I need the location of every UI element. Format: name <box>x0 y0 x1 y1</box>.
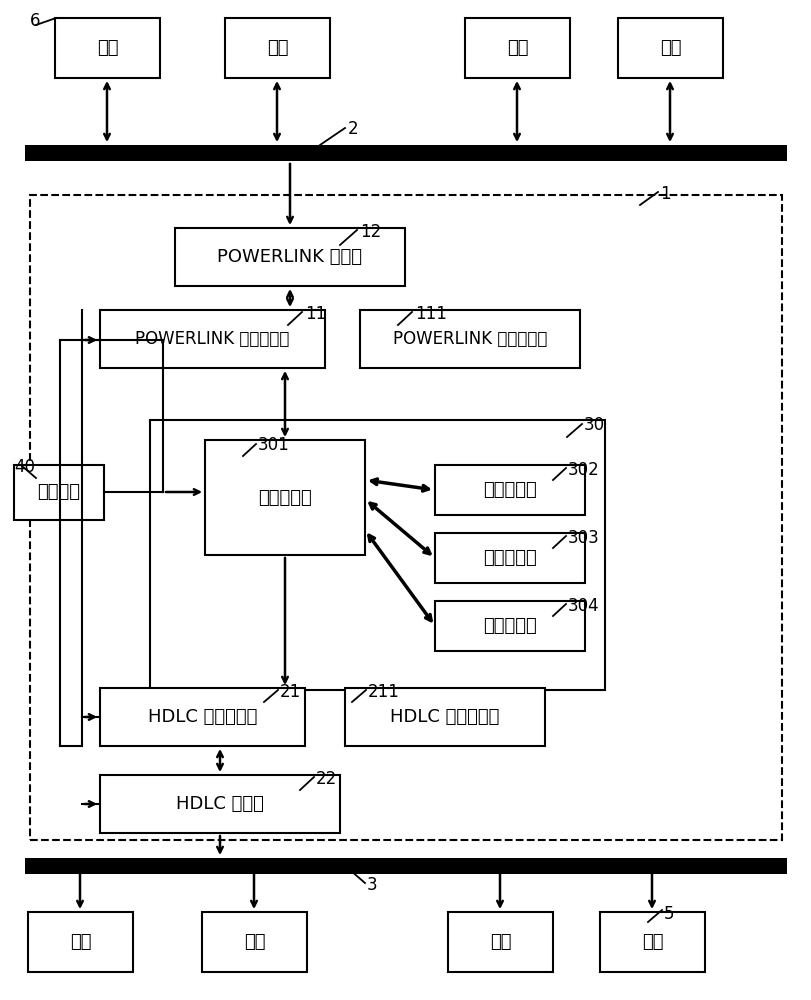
Bar <box>359 310 579 368</box>
Text: 5: 5 <box>663 905 674 923</box>
Text: 设备: 设备 <box>641 933 663 951</box>
Text: HDLC 收发器: HDLC 收发器 <box>176 795 264 813</box>
Bar <box>100 775 340 833</box>
Bar <box>599 912 704 972</box>
Text: 40: 40 <box>14 458 35 476</box>
Bar <box>202 912 307 972</box>
Text: 程序存储器: 程序存储器 <box>483 481 536 499</box>
Text: 数据存储器: 数据存储器 <box>483 617 536 635</box>
Bar <box>25 858 786 874</box>
Bar <box>28 912 133 972</box>
Text: 12: 12 <box>359 223 381 241</box>
Text: 301: 301 <box>258 436 290 454</box>
Text: 2: 2 <box>348 120 358 138</box>
Text: POWERLINK 协议控制器: POWERLINK 协议控制器 <box>135 330 290 348</box>
Text: 304: 304 <box>568 597 599 615</box>
Bar <box>175 228 405 286</box>
Text: 设备: 设备 <box>243 933 265 951</box>
Bar <box>30 195 781 840</box>
Text: 3: 3 <box>367 876 377 894</box>
Text: 设备: 设备 <box>267 39 288 57</box>
Text: 1: 1 <box>659 185 670 203</box>
Text: 6: 6 <box>30 12 41 30</box>
Text: 302: 302 <box>568 461 599 479</box>
Text: 303: 303 <box>568 529 599 547</box>
Bar <box>448 912 552 972</box>
Bar <box>435 601 584 651</box>
Text: 中央控制器: 中央控制器 <box>258 488 311 506</box>
Text: 设备: 设备 <box>506 39 528 57</box>
Bar <box>435 465 584 515</box>
Bar <box>25 145 786 161</box>
Text: 11: 11 <box>305 305 326 323</box>
Text: 111: 111 <box>414 305 446 323</box>
Text: HDLC 通信存储器: HDLC 通信存储器 <box>390 708 499 726</box>
Text: 电源模块: 电源模块 <box>37 484 80 502</box>
Text: 设备: 设备 <box>489 933 511 951</box>
Text: 配置存储器: 配置存储器 <box>483 549 536 567</box>
Bar <box>465 18 569 78</box>
Bar <box>435 533 584 583</box>
Bar <box>55 18 160 78</box>
Text: 设备: 设备 <box>659 39 680 57</box>
Text: HDLC 协议控制器: HDLC 协议控制器 <box>148 708 257 726</box>
Bar <box>345 688 544 746</box>
Bar <box>225 18 329 78</box>
Text: 21: 21 <box>280 683 301 701</box>
Bar <box>14 465 104 520</box>
Text: POWERLINK 通信存储器: POWERLINK 通信存储器 <box>393 330 547 348</box>
Bar <box>617 18 722 78</box>
Text: POWERLINK 收发器: POWERLINK 收发器 <box>217 248 362 266</box>
Text: 30: 30 <box>583 416 604 434</box>
Text: 设备: 设备 <box>70 933 91 951</box>
Bar <box>100 310 324 368</box>
Bar <box>100 688 305 746</box>
Text: 设备: 设备 <box>97 39 118 57</box>
Text: 211: 211 <box>367 683 399 701</box>
Text: 22: 22 <box>315 770 337 788</box>
Bar <box>150 420 604 690</box>
Bar <box>204 440 365 555</box>
